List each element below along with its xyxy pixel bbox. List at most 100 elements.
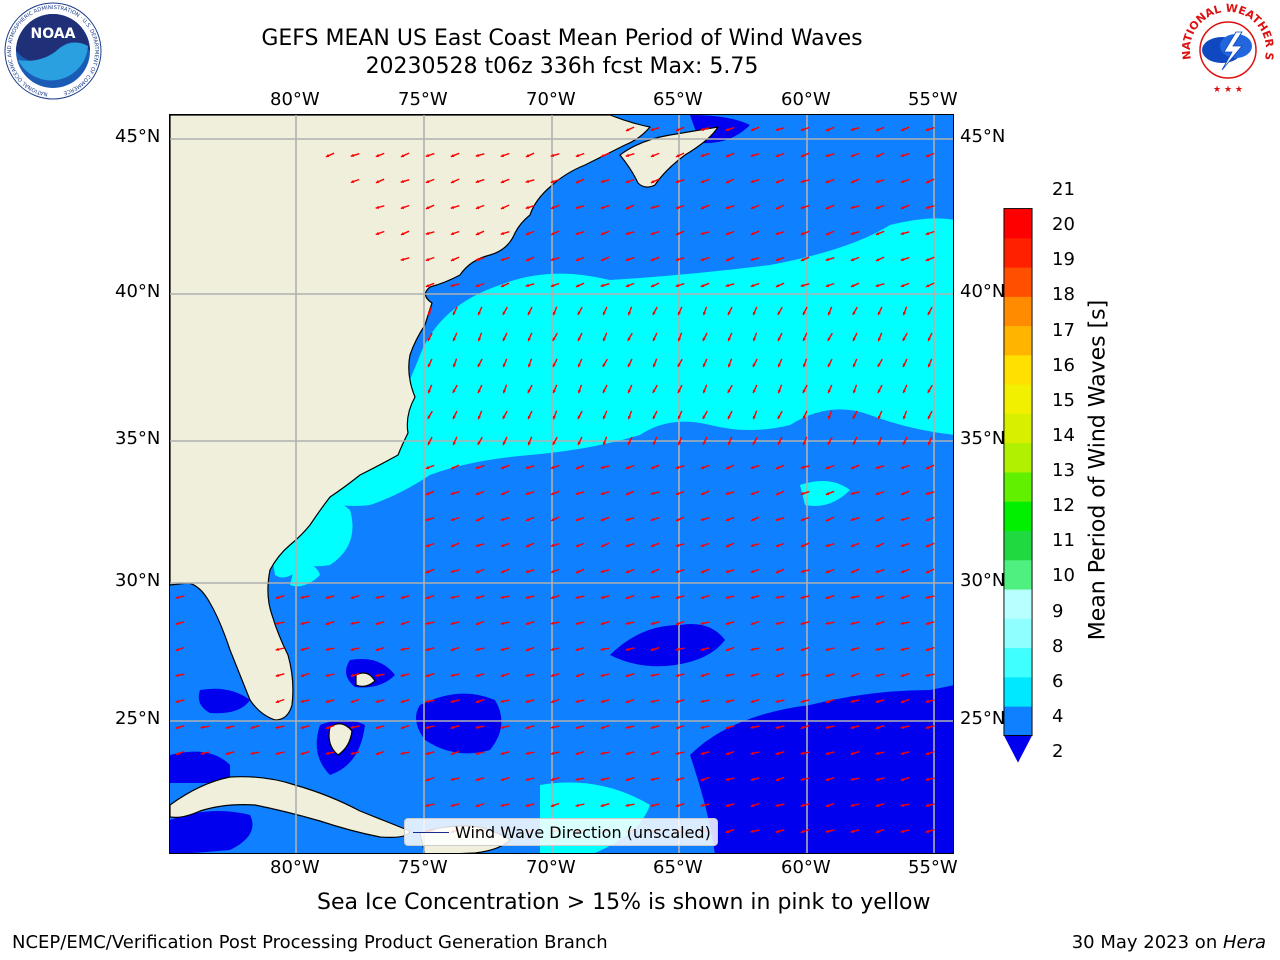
wind-wave-arrowhead [650, 803, 654, 807]
wind-wave-arrowhead [577, 441, 581, 446]
wind-wave-arrowhead [275, 699, 280, 704]
wind-wave-arrowhead [525, 621, 530, 625]
wind-wave-arrowhead [800, 725, 805, 729]
wind-wave-arrowhead [550, 465, 555, 470]
wind-wave-arrowhead [925, 466, 930, 470]
wind-wave-arrowhead [750, 699, 755, 703]
wind-wave-arrowhead [800, 673, 804, 677]
wind-wave-arrowhead [450, 205, 455, 209]
wind-wave-arrowhead [575, 595, 579, 599]
legend-line-swatch [413, 832, 449, 833]
wind-wave-arrowhead [852, 363, 856, 368]
wind-wave-arrowhead [525, 258, 530, 262]
wind-wave-arrowhead [875, 258, 880, 262]
wind-wave-arrowhead [577, 389, 582, 394]
wind-wave-arrowhead [825, 465, 830, 470]
wind-wave-arrowhead [675, 232, 680, 236]
wind-wave-arrowhead [300, 621, 304, 625]
colorbar-tick-label: 11 [1052, 530, 1075, 552]
wind-wave-arrowhead [850, 570, 855, 574]
wind-wave-arrowhead [750, 595, 755, 599]
wind-wave-arrowhead [702, 363, 706, 368]
wind-wave-arrowhead [552, 441, 556, 445]
wind-wave-arrowhead [325, 154, 330, 158]
wind-wave-arrowhead [602, 415, 606, 420]
wind-wave-arrowhead [775, 180, 780, 184]
wind-wave-arrowhead [502, 441, 506, 445]
wind-wave-arrowhead [750, 673, 755, 677]
wind-wave-arrowhead [750, 153, 755, 157]
wind-wave-arrowhead [850, 153, 855, 158]
wind-wave-arrowhead [475, 751, 479, 755]
wind-wave-arrowhead [550, 179, 555, 184]
wind-wave-arrowhead [825, 518, 830, 522]
wind-wave-arrowhead [850, 803, 854, 807]
wind-wave-arrowhead [275, 725, 279, 729]
wind-wave-arrowhead [627, 311, 632, 316]
wind-wave-arrowhead [875, 154, 880, 158]
footer-date: 30 May 2023 on Hera [1072, 932, 1266, 953]
wind-wave-arrowhead [400, 699, 405, 703]
wind-wave-arrowhead [375, 751, 380, 756]
wind-wave-arrowhead [850, 751, 855, 755]
wind-wave-arrowhead [775, 673, 780, 678]
wind-wave-arrowhead [525, 205, 530, 209]
wind-wave-arrowhead [900, 257, 905, 261]
footer-credit: NCEP/EMC/Verification Post Processing Pr… [12, 932, 608, 953]
colorbar-extend-arrow [1003, 735, 1033, 763]
wind-wave-arrowhead [675, 205, 680, 210]
wind-wave-arrowhead [625, 128, 630, 132]
wind-wave-arrowhead [800, 621, 805, 625]
wind-wave-arrowhead [925, 829, 930, 833]
wind-wave-arrowhead [702, 415, 706, 419]
wind-wave-arrowhead [750, 179, 755, 183]
wind-wave-arrowhead [600, 205, 605, 210]
wind-wave-arrowhead [425, 621, 429, 625]
wind-wave-arrowhead [877, 363, 881, 367]
wind-wave-arrowhead [825, 569, 830, 574]
lon-label: 75°W [398, 89, 448, 110]
wind-wave-arrowhead [702, 441, 706, 445]
map-canvas [170, 115, 953, 853]
wind-wave-arrowhead [700, 803, 704, 807]
wind-wave-arrowhead [550, 699, 555, 704]
wind-wave-arrowhead [900, 283, 905, 288]
wind-wave-arrowhead [550, 725, 554, 729]
wind-wave-arrowhead [750, 543, 755, 547]
wind-wave-arrowhead [525, 283, 530, 287]
wind-wave-arrowhead [625, 621, 629, 625]
wind-wave-arrowhead [750, 283, 755, 288]
wind-wave-arrowhead [600, 179, 605, 183]
wind-wave-arrowhead [675, 647, 679, 651]
wind-wave-arrowhead [625, 673, 630, 677]
wind-wave-arrowhead [900, 751, 905, 755]
wind-wave-arrowhead [775, 751, 780, 755]
wind-wave-arrowhead [725, 205, 730, 209]
lat-label: 40°N [115, 281, 161, 302]
wind-wave-arrowhead [725, 466, 730, 470]
wind-wave-arrowhead [725, 595, 729, 599]
wind-wave-arrowhead [700, 621, 704, 625]
wind-wave-arrowhead [475, 491, 480, 496]
wind-wave-arrowhead [902, 441, 906, 445]
wind-wave-arrowhead [802, 363, 807, 368]
lon-label: 60°W [781, 857, 831, 878]
wind-wave-arrowhead [775, 699, 779, 703]
wind-wave-arrowhead [725, 154, 730, 158]
wind-wave-arrowhead [400, 673, 404, 677]
wind-wave-arrowhead [175, 595, 179, 599]
wind-wave-arrowhead [852, 311, 856, 315]
wind-wave-arrowhead [427, 363, 431, 368]
colorbar-segment [1003, 589, 1033, 619]
colorbar-segment [1003, 237, 1033, 268]
wind-wave-arrowhead [450, 569, 455, 573]
wind-wave-arrowhead [925, 725, 930, 729]
wind-wave-arrowhead [900, 829, 904, 833]
wind-wave-arrowhead [777, 441, 781, 445]
wind-wave-arrowhead [775, 284, 780, 288]
wind-wave-arrowhead [600, 491, 605, 496]
wind-wave-arrowhead [927, 415, 931, 419]
wind-wave-arrowhead [800, 465, 805, 469]
colorbar-segment [1003, 325, 1033, 356]
lon-label: 65°W [653, 857, 703, 878]
